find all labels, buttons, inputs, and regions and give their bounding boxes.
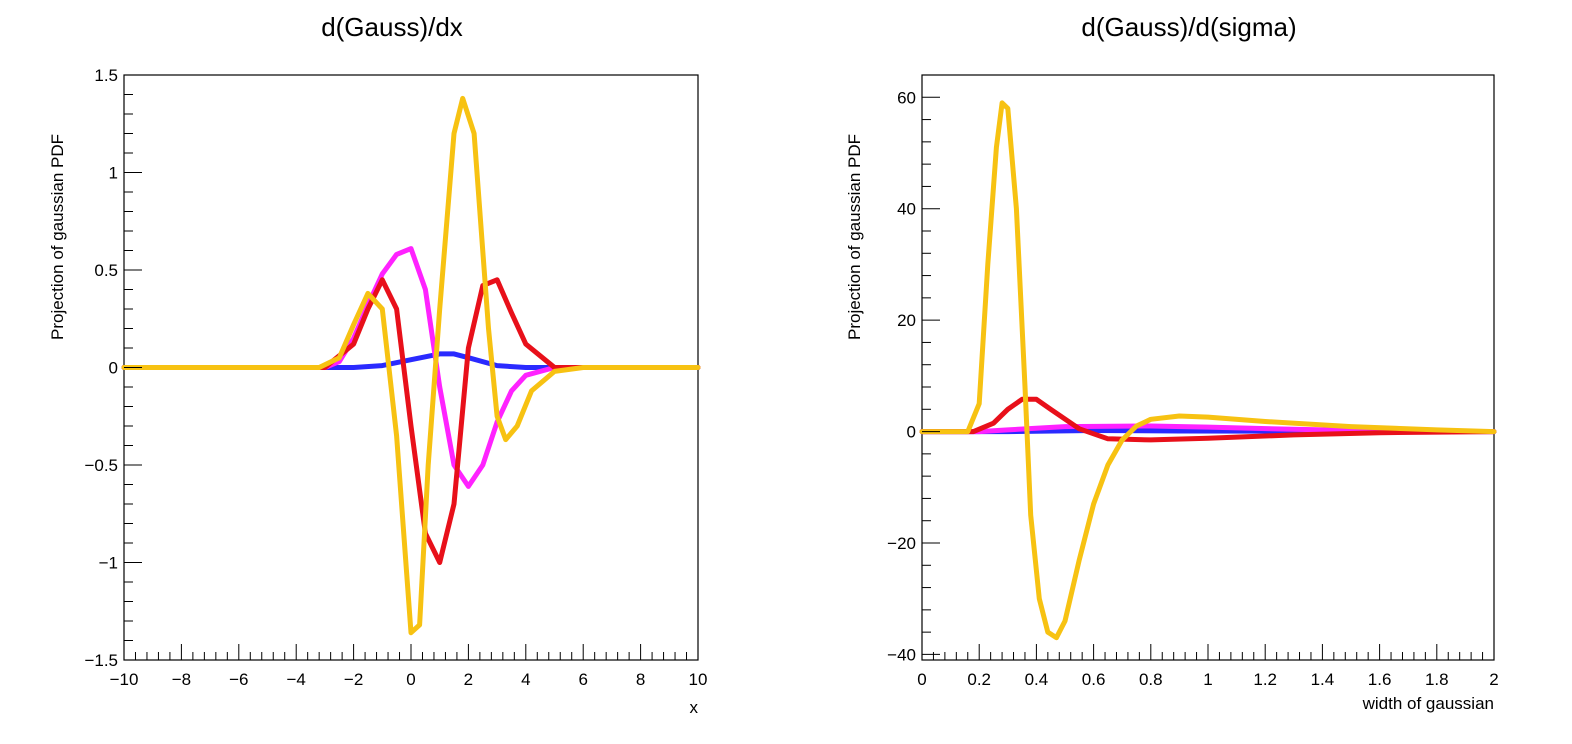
series-line bbox=[121, 95, 701, 636]
y-tick-label: −1 bbox=[99, 554, 118, 573]
chart-title: d(Gauss)/dx bbox=[321, 12, 463, 42]
y-tick-label: 1.5 bbox=[94, 66, 118, 85]
x-tick-label: 1 bbox=[1203, 670, 1212, 689]
y-tick-label: 0 bbox=[907, 423, 916, 442]
x-tick-label: 1.8 bbox=[1425, 670, 1449, 689]
y-axis: −1.5 −1 −0.5 0 0.5 1 1.5 bbox=[84, 66, 142, 670]
y-tick-label: 60 bbox=[897, 88, 916, 107]
y-tick-label: 20 bbox=[897, 311, 916, 330]
x-tick-label: 0 bbox=[406, 670, 415, 689]
x-axis-label: x bbox=[690, 698, 699, 717]
x-tick-label: 1.2 bbox=[1253, 670, 1277, 689]
series-layer bbox=[919, 100, 1497, 641]
x-tick-label: 0.2 bbox=[967, 670, 991, 689]
series-line bbox=[121, 351, 701, 370]
series-line bbox=[121, 246, 701, 489]
series-line bbox=[919, 423, 1497, 435]
x-tick-label: 6 bbox=[578, 670, 587, 689]
x-tick-label: 2 bbox=[1489, 670, 1498, 689]
x-tick-label: 8 bbox=[636, 670, 645, 689]
y-tick-label: 0.5 bbox=[94, 261, 118, 280]
y-tick-label: −20 bbox=[887, 534, 916, 553]
series-line bbox=[919, 396, 1497, 443]
y-axis-label: Projection of gaussian PDF bbox=[845, 134, 864, 340]
x-axis: 0 0.2 0.4 0.6 0.8 1 1.2 1.4 1.6 1.8 2 bbox=[917, 644, 1499, 689]
x-tick-label: −6 bbox=[229, 670, 248, 689]
x-tick-label: −10 bbox=[110, 670, 139, 689]
x-tick-label: 0.6 bbox=[1082, 670, 1106, 689]
chart-panel-right: d(Gauss)/d(sigma) 0 0.2 0.4 0.6 0.8 1 1.2 1.4 1.… bbox=[845, 12, 1499, 713]
chart-panel-left: d(Gauss)/dx −10 −8 −6 −4 −2 0 2 4 6 8 10 −1.5−1−0.… bbox=[48, 12, 707, 717]
x-tick-label: 4 bbox=[521, 670, 530, 689]
y-tick-label: −40 bbox=[887, 645, 916, 664]
series-layer bbox=[121, 95, 701, 636]
x-tick-label: 0.4 bbox=[1025, 670, 1049, 689]
x-tick-label: 10 bbox=[689, 670, 708, 689]
x-tick-label: −4 bbox=[287, 670, 306, 689]
x-axis-label: width of gaussian bbox=[1362, 694, 1494, 713]
x-tick-label: 1.6 bbox=[1368, 670, 1392, 689]
series-line bbox=[919, 100, 1497, 641]
y-tick-label: 40 bbox=[897, 200, 916, 219]
y-axis: −40 −20 0 20 40 60 bbox=[887, 74, 940, 664]
x-axis: −10 −8 −6 −4 −2 0 2 4 6 8 10 bbox=[110, 644, 708, 689]
x-tick-label: −2 bbox=[344, 670, 363, 689]
series-line bbox=[121, 277, 701, 565]
y-tick-label: −1.5 bbox=[84, 651, 118, 670]
x-tick-label: −8 bbox=[172, 670, 191, 689]
x-tick-label: 0 bbox=[917, 670, 926, 689]
x-tick-label: 0.8 bbox=[1139, 670, 1163, 689]
y-tick-label: 1 bbox=[109, 164, 118, 183]
x-tick-label: 1.4 bbox=[1311, 670, 1335, 689]
x-tick-label: 2 bbox=[464, 670, 473, 689]
chart-title: d(Gauss)/d(sigma) bbox=[1081, 12, 1296, 42]
plot-frame bbox=[921, 74, 1495, 661]
y-axis-label: Projection of gaussian PDF bbox=[48, 134, 67, 340]
y-tick-label: −0.5 bbox=[84, 456, 118, 475]
y-tick-label: 0 bbox=[109, 359, 118, 378]
